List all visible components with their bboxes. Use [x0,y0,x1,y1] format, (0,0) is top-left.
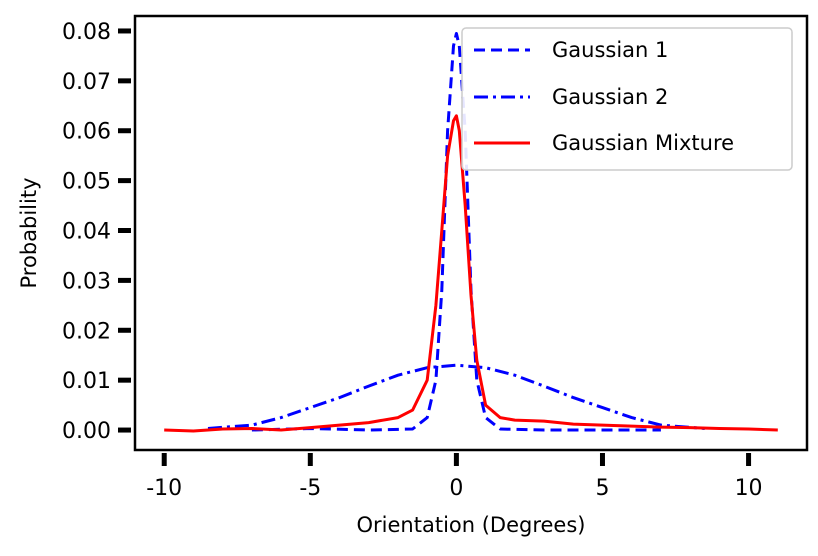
x-axis-label: Orientation (Degrees) [357,513,586,537]
series-line-gaussian-1 [251,32,661,432]
series-layer [164,32,778,433]
series-line-gaussian-2 [207,363,705,430]
legend-label-gaussian-2: Gaussian 2 [552,85,668,109]
legend-label-gaussian-1: Gaussian 1 [552,38,668,62]
x-tick-label: -5 [299,476,321,501]
y-tick-label: 0.02 [62,319,111,344]
y-axis: 0.00 0.01 0.02 0.03 0.04 0.05 0.06 0.07 0.08 [62,20,131,444]
x-axis: -10 -5 0 5 10 [146,453,763,501]
y-tick-label: 0.05 [62,170,111,195]
y-tick-label: 0.01 [62,369,111,394]
legend-label-gaussian-mixture: Gaussian Mixture [552,131,734,155]
legend: Gaussian 1 Gaussian 2 Gaussian Mixture [461,27,793,171]
x-tick-label: -10 [146,476,182,501]
series-line-gaussian-mixture [164,114,778,433]
y-axis-label: Probability [17,177,41,288]
y-tick-label: 0.06 [62,120,111,145]
y-tick-label: 0.00 [62,419,111,444]
x-tick-label: 10 [735,476,763,501]
y-tick-label: 0.04 [62,220,111,245]
x-tick-label: 0 [449,476,463,501]
legend-box [461,27,793,171]
plot-frame [133,14,809,452]
y-tick-label: 0.08 [62,20,111,45]
y-tick-label: 0.07 [62,70,111,95]
y-tick-label: 0.03 [62,269,111,294]
x-tick-label: 5 [595,476,609,501]
